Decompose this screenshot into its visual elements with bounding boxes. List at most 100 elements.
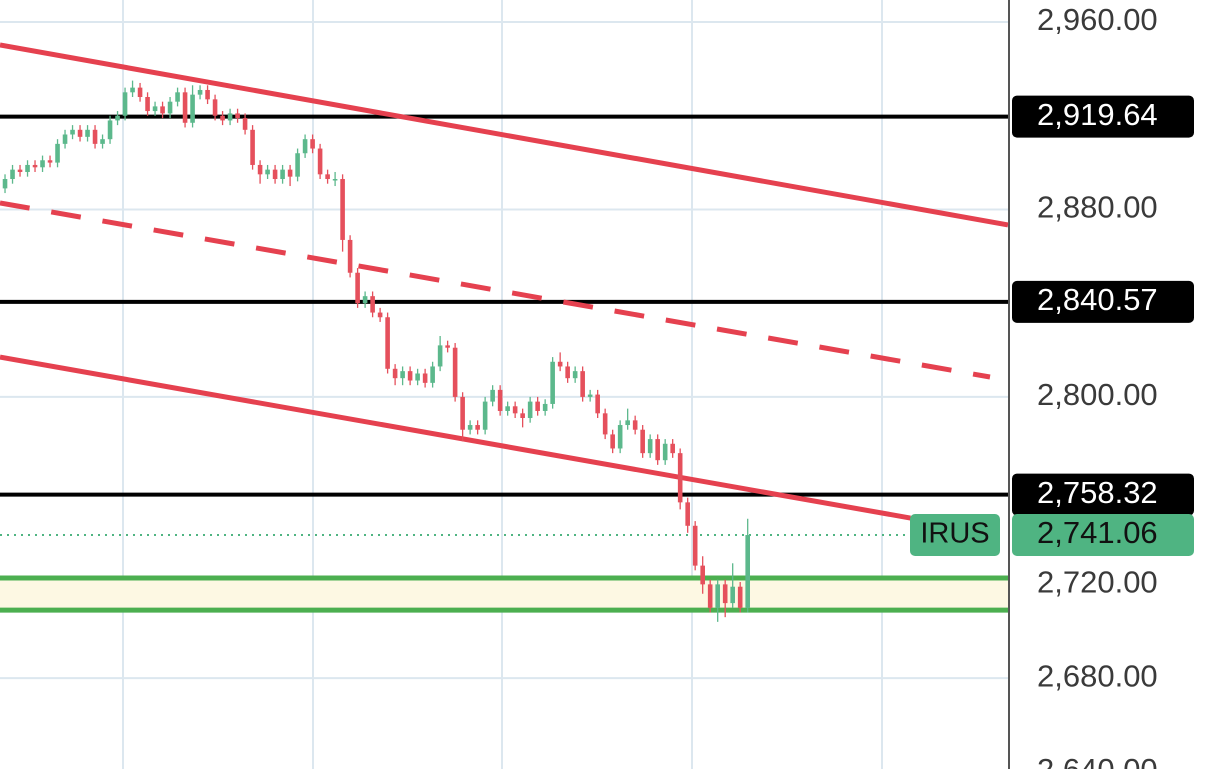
candle-body (122, 92, 128, 116)
candle-body (640, 429, 645, 454)
candle-body (182, 92, 188, 123)
candle-body (227, 113, 233, 121)
candle-body (542, 403, 548, 411)
candle-body (460, 396, 465, 430)
candle-body (130, 87, 135, 93)
time-grid (122, 0, 883, 769)
candle-body (347, 239, 353, 273)
candle-body (430, 366, 435, 383)
trend-line (0, 354, 911, 521)
candle-body (595, 394, 600, 414)
level-tag-label: 2,840.57 (1037, 282, 1158, 317)
candle-body (2, 179, 8, 189)
candle-body (370, 296, 375, 313)
candle-body (730, 586, 735, 604)
candle-body (647, 439, 653, 454)
candle-body (602, 413, 608, 435)
level-tag (1012, 280, 1194, 323)
candle-body (295, 153, 300, 177)
candle-body (17, 169, 23, 172)
candle-body (310, 139, 315, 149)
candle-body (235, 113, 240, 119)
candle-body (527, 401, 533, 419)
candle-body (632, 420, 638, 430)
candle-body (160, 106, 165, 114)
candle-body (62, 134, 68, 144)
candle-body (115, 115, 120, 121)
candle-body (287, 169, 293, 177)
candle-body (212, 99, 218, 116)
candle-body (475, 425, 480, 430)
candle-body (175, 92, 180, 102)
candle-body (692, 525, 698, 566)
candle-body (610, 434, 615, 449)
candle-body (557, 361, 563, 367)
candle-body (145, 97, 150, 112)
candle-body (47, 160, 53, 163)
candle-body (100, 139, 105, 144)
candle-body (722, 584, 728, 604)
candle-body (670, 443, 675, 454)
candle-body (550, 361, 555, 404)
candle-body (572, 371, 578, 379)
last-price-label: 2,741.06 (1037, 515, 1158, 550)
candle-body (250, 129, 255, 165)
candle-body (257, 164, 263, 175)
candle-body (377, 312, 383, 318)
candle-body (707, 584, 713, 608)
y-tick-label: 2,800.00 (1037, 377, 1158, 412)
candle-body (415, 373, 420, 381)
candle-body (190, 94, 195, 123)
candle-body (437, 345, 443, 367)
candle-body (587, 394, 593, 397)
candle-body (302, 139, 308, 154)
candle-body (580, 371, 585, 397)
candle-body (452, 347, 458, 397)
y-tick-label: 2,640.00 (1037, 752, 1158, 769)
candle-body (655, 439, 660, 461)
candle-body (152, 106, 158, 112)
candle-body (677, 453, 683, 503)
candle-body (385, 317, 390, 369)
candle-body (317, 148, 323, 175)
level-tag (1012, 95, 1194, 138)
candle-body (137, 87, 143, 98)
candle-body (280, 169, 285, 180)
trend-line (0, 42, 1009, 228)
candle-body (505, 406, 510, 411)
candle-body (85, 129, 90, 137)
candle-body (40, 160, 45, 168)
candle-body (77, 129, 83, 137)
candle-body (685, 502, 690, 526)
candle-body (737, 586, 743, 608)
candle-body (355, 272, 360, 304)
candle-body (272, 169, 278, 180)
candle-body (482, 401, 488, 430)
candle-body (220, 115, 225, 121)
candle-body (497, 389, 503, 411)
candle-body (55, 143, 60, 163)
candle-body (25, 164, 30, 172)
candle-body (92, 129, 98, 144)
candle-body (10, 169, 15, 180)
candle-body (265, 169, 270, 175)
candle-body (565, 366, 570, 379)
candle-body (197, 89, 203, 95)
level-tag (1012, 473, 1194, 516)
candle-body (700, 565, 705, 585)
candle-body (340, 179, 345, 240)
candle-body (392, 368, 398, 379)
candle-body (625, 420, 630, 426)
candle-body (167, 101, 173, 114)
candle-body (362, 296, 368, 304)
candle-body (445, 345, 450, 348)
symbol-tag (910, 514, 1000, 557)
candle-body (70, 129, 75, 135)
support-zone (0, 578, 1008, 611)
candle-body (490, 389, 495, 402)
candle-body (422, 373, 428, 383)
candle-body (535, 401, 540, 411)
y-tick-label: 2,960.00 (1037, 2, 1158, 37)
